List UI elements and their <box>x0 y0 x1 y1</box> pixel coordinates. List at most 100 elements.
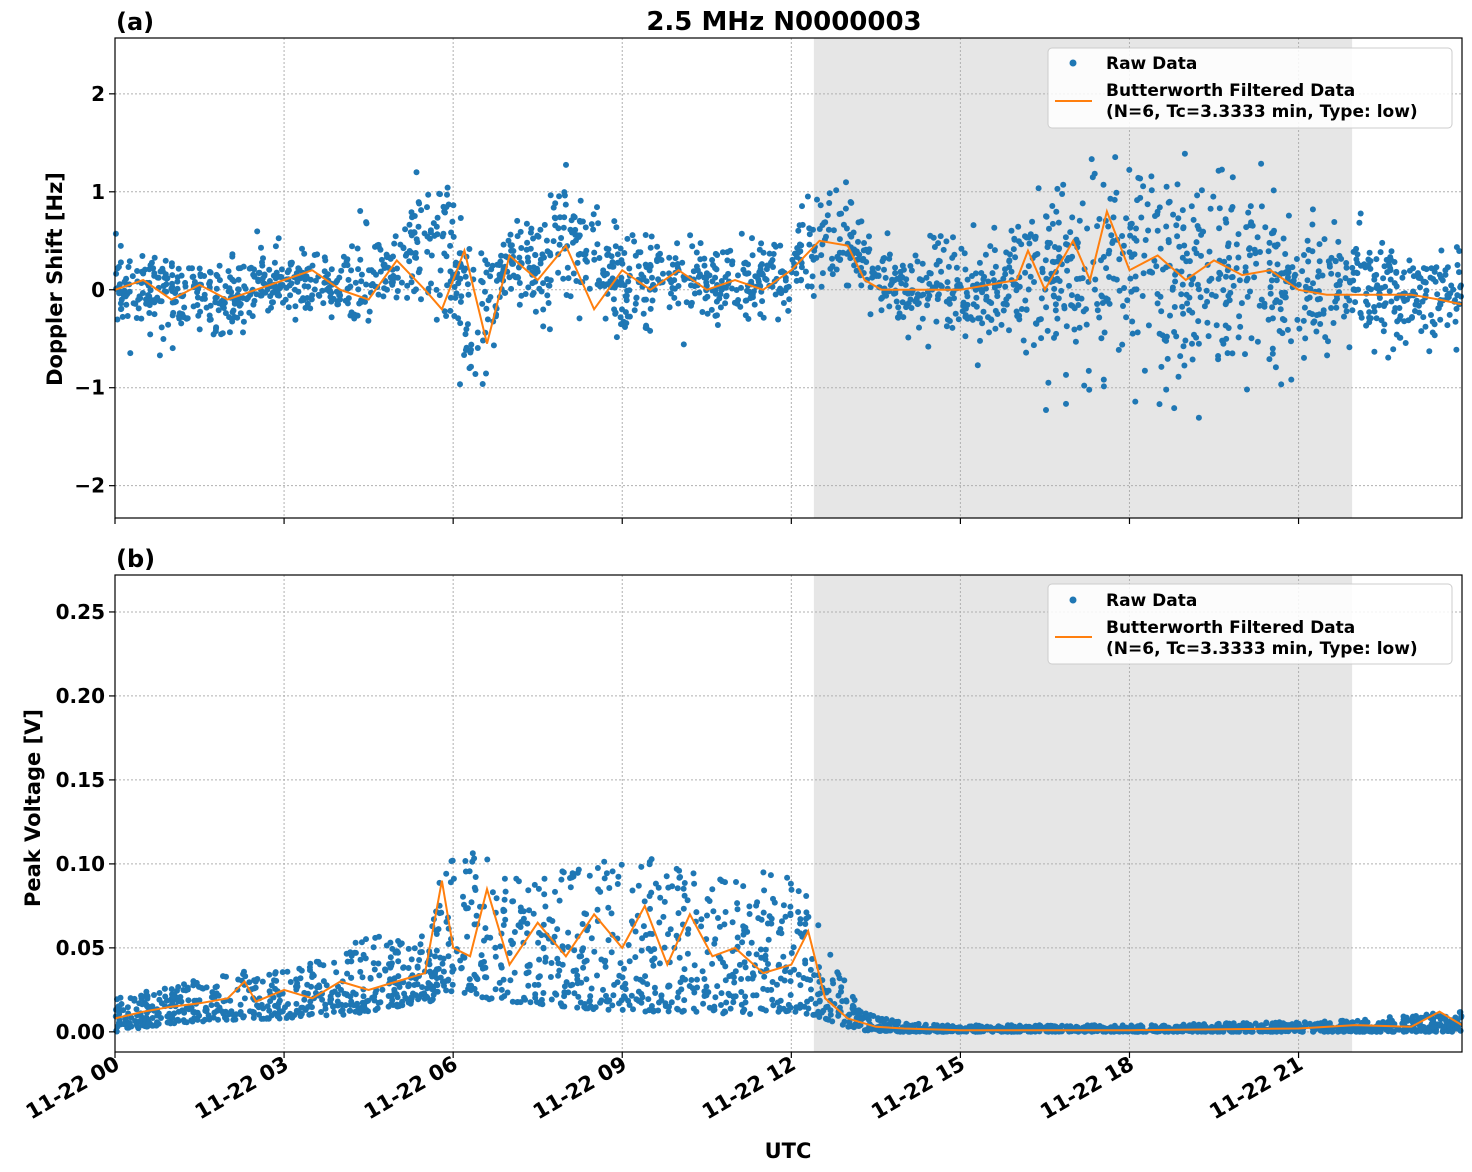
raw-data-point <box>1254 234 1261 241</box>
raw-data-point <box>389 945 396 952</box>
raw-data-point <box>900 314 907 321</box>
raw-data-point <box>1304 277 1311 284</box>
raw-data-point <box>133 315 140 321</box>
raw-data-point <box>287 292 294 299</box>
raw-data-point <box>1008 268 1015 275</box>
raw-data-point <box>172 290 179 296</box>
raw-data-point <box>169 272 176 279</box>
raw-data-point <box>757 267 764 274</box>
raw-data-point <box>602 315 609 322</box>
y-tick-label: 2 <box>91 82 105 106</box>
raw-data-point <box>618 861 625 868</box>
raw-data-point <box>770 895 776 902</box>
raw-data-point <box>1386 288 1393 295</box>
raw-data-point <box>830 227 837 234</box>
raw-data-point <box>1053 208 1060 215</box>
raw-data-point <box>1157 293 1164 300</box>
raw-data-point <box>114 316 121 323</box>
raw-data-point <box>937 233 944 240</box>
raw-data-point <box>197 271 204 278</box>
raw-data-point <box>1156 330 1163 337</box>
raw-data-point <box>557 214 563 221</box>
raw-data-point <box>623 297 630 304</box>
raw-data-point <box>466 976 473 983</box>
raw-data-point <box>1200 228 1207 235</box>
raw-data-point <box>1037 316 1044 323</box>
raw-data-point <box>1026 240 1033 247</box>
raw-data-point <box>945 263 952 270</box>
raw-data-point <box>150 1022 157 1029</box>
raw-data-point <box>272 275 279 282</box>
raw-data-point <box>720 959 726 966</box>
raw-data-point <box>498 252 505 259</box>
raw-data-point <box>749 970 756 977</box>
raw-data-point <box>621 250 628 256</box>
raw-data-point <box>717 304 724 311</box>
raw-data-point <box>1452 1014 1459 1021</box>
raw-data-point <box>408 994 415 1001</box>
raw-data-point <box>1244 275 1251 282</box>
raw-data-point <box>825 226 832 233</box>
raw-data-point <box>956 281 963 288</box>
raw-data-point <box>861 240 867 246</box>
raw-data-point <box>1401 269 1408 276</box>
raw-data-point <box>540 921 547 928</box>
raw-data-point <box>598 997 605 1004</box>
raw-data-point <box>1354 270 1361 277</box>
raw-data-point <box>621 965 627 972</box>
raw-data-point <box>268 1012 275 1019</box>
raw-data-point <box>633 996 640 1003</box>
raw-data-point <box>194 294 201 301</box>
raw-data-point <box>554 955 561 962</box>
raw-data-point <box>1149 269 1156 276</box>
raw-data-point <box>462 347 469 353</box>
raw-data-point <box>1111 196 1118 203</box>
raw-data-point <box>269 299 275 306</box>
raw-data-point <box>660 270 666 277</box>
raw-data-point <box>797 982 804 989</box>
raw-data-point <box>434 982 441 989</box>
raw-data-point <box>1274 261 1281 268</box>
raw-data-point <box>1170 211 1177 218</box>
raw-data-point <box>906 289 913 296</box>
raw-data-point <box>1105 223 1112 230</box>
raw-data-point <box>1085 367 1092 374</box>
raw-data-point <box>784 874 791 881</box>
raw-data-point <box>443 204 450 211</box>
raw-data-point <box>1442 286 1449 293</box>
raw-data-point <box>563 161 569 168</box>
raw-data-point <box>1293 256 1300 262</box>
raw-data-point <box>1222 301 1229 308</box>
raw-data-point <box>464 321 471 328</box>
raw-data-point <box>704 912 710 919</box>
raw-data-point <box>602 963 609 970</box>
raw-data-point <box>230 1016 237 1023</box>
raw-data-point <box>804 976 811 983</box>
raw-data-point <box>114 265 121 272</box>
raw-data-point <box>693 1008 700 1015</box>
raw-data-point <box>750 992 757 999</box>
raw-data-point <box>402 252 409 259</box>
raw-data-point <box>1123 215 1130 222</box>
raw-data-point <box>468 346 474 353</box>
raw-data-point <box>148 259 155 266</box>
raw-data-point <box>545 300 552 306</box>
raw-data-point <box>820 1007 827 1014</box>
raw-data-point <box>528 225 535 232</box>
raw-data-point <box>382 966 388 973</box>
raw-data-point <box>614 251 621 258</box>
raw-data-point <box>987 243 994 250</box>
raw-data-point <box>718 278 725 284</box>
raw-data-point <box>1388 248 1395 255</box>
raw-data-point <box>240 971 247 978</box>
raw-data-point <box>775 316 782 323</box>
raw-data-point <box>721 1008 728 1015</box>
raw-data-point <box>455 280 462 287</box>
raw-data-point <box>1285 264 1291 271</box>
raw-data-point <box>839 1021 846 1028</box>
raw-data-point <box>787 903 794 910</box>
raw-data-point <box>1141 252 1148 259</box>
raw-data-point <box>675 283 682 289</box>
raw-data-point <box>1038 335 1045 342</box>
raw-data-point <box>729 285 735 292</box>
